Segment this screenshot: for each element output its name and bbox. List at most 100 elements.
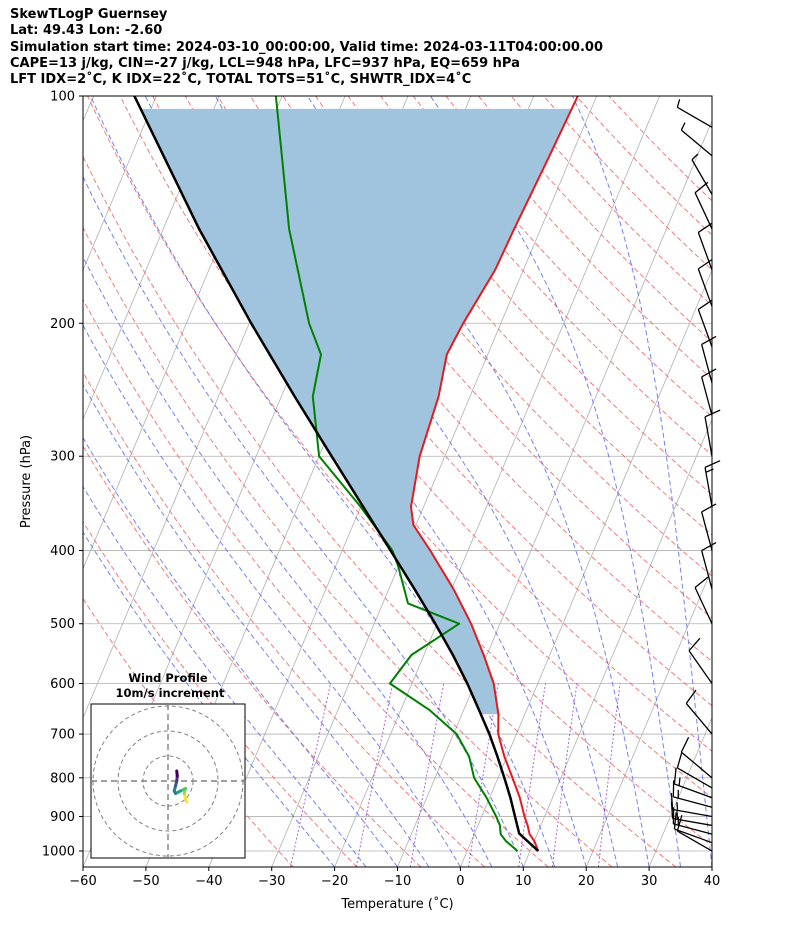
wind-barb — [704, 460, 721, 507]
barb-flag — [676, 751, 683, 769]
dry-adiabat — [380, 96, 712, 456]
moist-adiabat — [83, 324, 461, 867]
isotherm-line — [83, 96, 220, 421]
x-tick-label: −40 — [195, 874, 222, 889]
moist-adiabat — [429, 96, 681, 867]
barb-staff — [677, 106, 713, 128]
wind-barb — [676, 99, 713, 128]
barb-staff — [672, 817, 713, 827]
barb-staff — [701, 344, 713, 384]
barb-flag — [704, 409, 721, 418]
barb-staff — [694, 192, 713, 230]
y-tick-label: 500 — [50, 617, 75, 632]
dry-adiabat — [608, 96, 712, 202]
x-tick-label: −50 — [132, 874, 159, 889]
wind-barb — [673, 812, 713, 844]
wind-barb — [697, 259, 713, 307]
moist-adiabat — [83, 256, 493, 867]
y-tick-label: 300 — [50, 450, 75, 465]
barb-staff — [701, 511, 713, 551]
mixing-ratio-line — [597, 683, 621, 867]
dry-adiabat — [83, 371, 485, 867]
dry-adiabat — [83, 520, 358, 867]
dry-adiabat — [315, 96, 712, 536]
wind-barb — [680, 737, 713, 779]
x-tick-label: −30 — [258, 874, 285, 889]
x-tick-label: 40 — [704, 874, 721, 889]
isotherm-line — [83, 96, 157, 272]
mixing-ratio-line — [551, 683, 578, 867]
wind-barb — [680, 122, 713, 157]
barb-staff — [701, 376, 713, 416]
isotherm-line — [397, 119, 712, 867]
dry-adiabat — [478, 96, 712, 343]
axes: −60 −50 −40 −30 −20 −10 0 10 20 30 40 1000 900 800 700… — [19, 90, 720, 913]
dry-adiabat — [412, 96, 712, 418]
barb-flag — [673, 812, 677, 830]
barb-staff — [691, 159, 713, 195]
isotherm-line — [271, 96, 598, 867]
isotherm-line — [585, 567, 712, 867]
moist-adiabat — [83, 485, 367, 867]
mixing-ratio-line — [355, 683, 394, 867]
barb-half-flag — [680, 122, 686, 131]
dry-adiabat — [575, 96, 712, 236]
y-tick-label: 900 — [50, 810, 75, 825]
barb-flag — [704, 460, 721, 468]
y-tick-label: 800 — [50, 771, 75, 786]
hodograph-subtitle: 10m/s increment — [116, 686, 225, 700]
barb-staff — [680, 129, 713, 157]
barb-staff — [677, 830, 713, 852]
wind-barb — [691, 153, 713, 195]
barb-half-flag — [676, 802, 679, 811]
barb-half-flag — [676, 99, 681, 108]
moist-adiabat — [307, 96, 650, 867]
barb-staff — [677, 767, 713, 789]
barb-flag — [685, 689, 697, 704]
barb-half-flag — [676, 811, 679, 820]
simulation-time-line: Simulation start time: 2024-03-10_00:00:… — [10, 39, 603, 55]
wind-barb — [673, 767, 713, 799]
wind-barb — [697, 222, 713, 271]
isotherm-line — [334, 96, 660, 867]
dry-adiabat — [83, 155, 677, 867]
barb-staff — [680, 751, 713, 779]
moist-adiabat — [83, 531, 335, 867]
dry-adiabat — [347, 96, 712, 496]
x-tick-label: −60 — [69, 874, 96, 889]
hodograph-plot — [91, 704, 245, 858]
dry-adiabat — [543, 96, 712, 271]
wind-barb — [685, 689, 713, 735]
y-tick-label: 400 — [50, 544, 75, 559]
barb-flag — [701, 335, 717, 345]
barb-staff — [704, 467, 713, 507]
x-axis-label: Temperature (˚C) — [340, 896, 453, 912]
x-tick-label: 0 — [456, 874, 464, 889]
barb-flag — [670, 793, 674, 810]
barb-staff — [673, 823, 713, 835]
barb-staff — [694, 587, 713, 624]
dry-adiabat — [510, 96, 712, 307]
isotherm-line — [460, 269, 712, 867]
hodograph-title: Wind Profile — [128, 671, 208, 685]
wind-barb — [704, 409, 721, 457]
hodograph-segment — [175, 769, 179, 778]
dry-adiabat — [87, 96, 712, 847]
barb-staff — [697, 232, 713, 271]
dry-adiabat — [184, 96, 712, 707]
barb-staff — [688, 650, 713, 684]
temperature-line — [410, 96, 579, 852]
dry-adiabat — [119, 96, 712, 799]
barb-half-flag — [678, 777, 681, 786]
isotherm-line — [522, 418, 712, 867]
profiles — [133, 96, 579, 852]
y-tick-label: 600 — [50, 677, 75, 692]
y-tick-label: 100 — [50, 90, 75, 105]
barb-flag — [697, 259, 713, 270]
barb-flag — [694, 576, 709, 588]
cape-area — [140, 108, 572, 715]
y-tick-label: 700 — [50, 728, 75, 743]
chart-header: SkewTLogP Guernsey Lat: 49.43 Lon: -2.60… — [10, 7, 603, 88]
